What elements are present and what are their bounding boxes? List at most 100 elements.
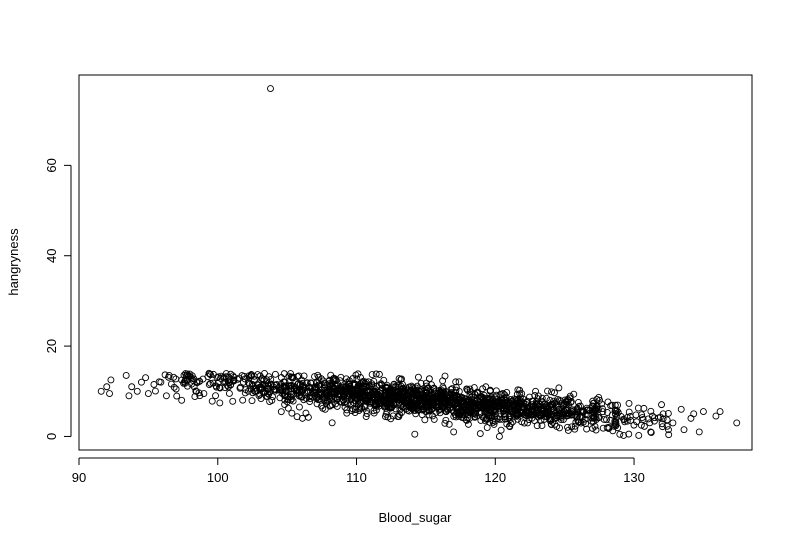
data-point [496, 433, 503, 440]
data-point [199, 375, 207, 383]
data-point [489, 417, 497, 425]
data-point [458, 395, 466, 403]
data-point [510, 395, 518, 403]
data-point [538, 398, 546, 406]
data-point [511, 406, 519, 414]
data-point [328, 393, 336, 401]
data-point [318, 386, 326, 394]
data-point [372, 406, 380, 414]
y-axis-label: hangryness [6, 228, 21, 296]
data-point [565, 410, 573, 418]
data-point [162, 392, 170, 400]
data-point [235, 374, 243, 382]
data-point [491, 394, 499, 402]
data-point [640, 422, 648, 430]
data-point [342, 375, 350, 383]
data-point [677, 405, 685, 413]
x-axis-label: Blood_sugar [379, 510, 453, 525]
data-point [284, 404, 292, 412]
data-point [507, 420, 515, 427]
data-point [487, 398, 495, 406]
data-point [478, 393, 486, 401]
data-point [450, 428, 458, 436]
data-point [438, 387, 446, 395]
data-point [638, 411, 646, 419]
data-point [427, 403, 435, 411]
data-point [353, 375, 361, 383]
data-point [363, 410, 371, 418]
data-point [303, 379, 311, 387]
data-point [358, 385, 365, 393]
data-point [445, 420, 453, 428]
data-point [471, 413, 479, 420]
data-point [277, 408, 285, 416]
y-tick-label: 20 [44, 339, 59, 353]
data-point [347, 385, 355, 393]
data-point [588, 407, 596, 415]
data-point [523, 397, 531, 405]
data-point [486, 387, 494, 395]
data-point [611, 406, 619, 414]
data-point [663, 416, 671, 424]
data-point [408, 404, 416, 412]
data-point [398, 385, 406, 393]
data-point [637, 421, 645, 429]
data-point [250, 372, 258, 380]
data-point [716, 408, 724, 416]
data-point [531, 403, 539, 411]
data-point [186, 373, 194, 380]
data-point [309, 384, 316, 392]
data-point [325, 388, 333, 396]
data-point [311, 373, 318, 380]
data-point [623, 414, 631, 421]
data-point [595, 393, 603, 401]
data-point [544, 387, 551, 395]
data-point [680, 426, 688, 434]
data-point [368, 380, 376, 388]
data-point [207, 371, 214, 379]
x-tick-label: 120 [484, 470, 506, 485]
data-point [426, 392, 434, 400]
data-point [133, 387, 141, 395]
data-point [193, 378, 201, 386]
data-point [338, 398, 346, 406]
data-point [565, 401, 573, 409]
data-point [616, 430, 624, 438]
data-point [498, 397, 506, 405]
data-point [216, 399, 224, 407]
data-point [534, 392, 542, 400]
data-point [503, 406, 511, 414]
data-point [577, 419, 585, 427]
data-point [466, 385, 474, 393]
data-point [349, 375, 357, 382]
data-point [421, 386, 429, 393]
x-tick-label: 110 [346, 470, 367, 485]
data-point [268, 396, 276, 404]
data-point [404, 397, 412, 405]
data-point [271, 370, 279, 378]
data-point [302, 409, 310, 417]
data-point [442, 416, 450, 424]
data-point [482, 402, 490, 410]
data-point [572, 418, 580, 426]
data-point [423, 382, 431, 390]
data-point [381, 402, 389, 410]
data-point [499, 390, 507, 397]
data-point [142, 374, 150, 382]
data-point [591, 422, 599, 430]
data-point [542, 401, 550, 409]
data-point [435, 402, 443, 410]
data-point [246, 380, 254, 388]
data-point [220, 373, 228, 381]
data-point [411, 430, 419, 438]
data-point [488, 412, 496, 420]
data-point [605, 423, 613, 431]
data-point [392, 382, 400, 390]
data-point [612, 420, 620, 428]
data-point [369, 387, 377, 395]
data-point [690, 410, 698, 418]
data-point [252, 387, 260, 395]
data-point [307, 379, 315, 387]
data-point [497, 426, 505, 434]
data-point [257, 395, 265, 403]
